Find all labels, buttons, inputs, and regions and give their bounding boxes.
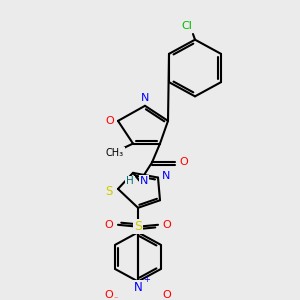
Text: ⁻: ⁻ <box>113 294 117 300</box>
Text: +: + <box>143 275 150 284</box>
Text: O: O <box>163 290 171 300</box>
Text: O: O <box>180 158 188 167</box>
Text: N: N <box>140 176 148 186</box>
Text: O: O <box>105 220 113 230</box>
Text: CH₃: CH₃ <box>106 148 124 158</box>
Text: N: N <box>162 171 170 181</box>
Text: O: O <box>163 220 171 230</box>
Text: Cl: Cl <box>182 21 192 32</box>
Text: H: H <box>126 176 134 186</box>
Text: N: N <box>141 93 149 103</box>
Text: O: O <box>105 290 113 300</box>
Text: N: N <box>134 280 142 294</box>
Text: O: O <box>106 116 114 126</box>
Text: S: S <box>134 220 142 233</box>
Text: S: S <box>105 185 113 198</box>
